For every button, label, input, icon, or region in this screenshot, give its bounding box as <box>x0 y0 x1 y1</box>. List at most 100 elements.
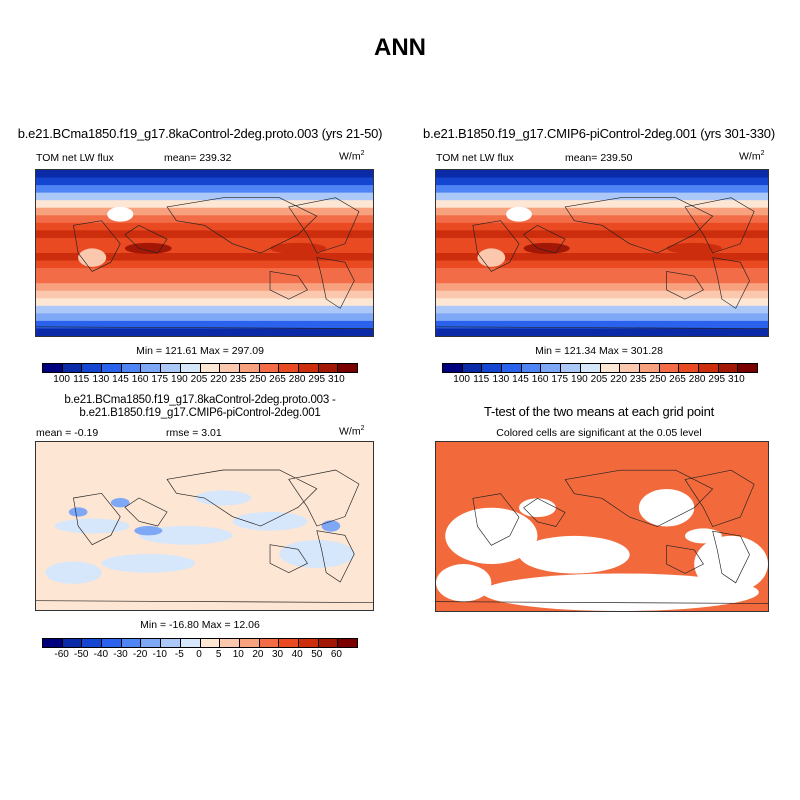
panel2-mean: mean= 239.50 <box>565 152 633 164</box>
panel3-mean: mean = -0.19 <box>36 427 99 439</box>
colorbar-label: 250 <box>249 374 267 385</box>
colorbar-label: 190 <box>171 374 188 385</box>
contour-band <box>436 177 768 186</box>
colorbar-box <box>259 639 280 647</box>
panel3-title: b.e21.BCma1850.f19_g17.8kaControl-2deg.p… <box>64 394 336 419</box>
contour-patch <box>134 526 163 536</box>
colorbar-box <box>620 364 640 372</box>
contour-patch <box>68 507 88 517</box>
contour-band <box>36 290 373 299</box>
colorbar-box <box>279 639 299 647</box>
map-canvas <box>436 170 768 336</box>
colorbar-box <box>62 364 83 372</box>
panel2-units: W/m2 <box>739 150 765 163</box>
contour-band <box>436 170 768 179</box>
colorbar-box <box>561 364 581 372</box>
non-significant-region <box>519 498 556 518</box>
non-significant-region <box>685 528 722 544</box>
colorbar-label: 130 <box>492 374 510 385</box>
contour-patch <box>54 518 130 534</box>
contour-band <box>36 268 373 277</box>
panel2-variable: TOM net LW flux <box>436 152 514 164</box>
contour-patch <box>666 242 722 254</box>
panel1-colorbar <box>42 363 358 373</box>
contour-band <box>36 177 373 186</box>
colorbar-box <box>338 364 357 372</box>
colorbar-box <box>82 639 103 647</box>
colorbar-label: 160 <box>131 374 149 385</box>
contour-band <box>36 237 373 246</box>
panel2-colorbar-labels: 100 115 130 145 160 175 190 205 220 235 250 265 280 2… <box>452 374 766 385</box>
colorbar-box <box>43 364 63 372</box>
colorbar-box <box>180 639 201 647</box>
contour-patch <box>477 248 506 267</box>
colorbar-label: 220 <box>210 374 227 385</box>
colorbar-box <box>62 639 83 647</box>
colorbar-box <box>318 639 339 647</box>
colorbar-label: -5 <box>174 649 184 660</box>
contour-patch <box>506 206 532 222</box>
contour-band <box>436 253 768 262</box>
colorbar-label: 310 <box>728 374 745 385</box>
colorbar-box <box>180 364 201 372</box>
panel1-minmax: Min = 121.61 Max = 297.09 <box>136 345 264 357</box>
colorbar-box <box>279 364 299 372</box>
panel1-map <box>35 169 374 337</box>
colorbar-box <box>541 364 562 372</box>
map-canvas <box>36 170 373 336</box>
colorbar-label: 205 <box>590 374 608 385</box>
colorbar-box <box>698 364 719 372</box>
colorbar-box <box>102 364 122 372</box>
contour-patch <box>101 554 196 573</box>
panel1-colorbar-labels: 100 115 130 145 160 175 190 205 220 235 250 265 280 2… <box>52 374 366 385</box>
colorbar-label: -10 <box>152 649 167 660</box>
colorbar-label: -30 <box>113 649 128 660</box>
panel3-rmse: rmse = 3.01 <box>166 427 222 439</box>
contour-band <box>36 245 373 254</box>
non-significant-region <box>445 507 538 565</box>
contour-band <box>436 185 768 194</box>
contour-band <box>36 275 373 284</box>
colorbar-label: 115 <box>73 374 90 385</box>
coastline <box>436 197 768 329</box>
colorbar-label: 190 <box>571 374 588 385</box>
colorbar-label: 295 <box>308 374 326 385</box>
colorbar-label: 0 <box>196 649 202 660</box>
colorbar-label: 60 <box>330 649 342 660</box>
panel3-colorbar <box>42 638 358 648</box>
contour-patch <box>124 242 172 254</box>
contour-band <box>436 215 768 224</box>
colorbar-box <box>43 639 63 647</box>
contour-patch <box>321 520 341 532</box>
contour-band <box>436 200 768 209</box>
colorbar-box <box>239 364 260 372</box>
coastline <box>36 469 373 603</box>
contour-patch <box>107 206 134 222</box>
colorbar-box <box>220 639 240 647</box>
colorbar-box <box>298 364 319 372</box>
colorbar-label: 265 <box>669 374 686 385</box>
colorbar-label: 100 <box>53 374 70 385</box>
map-canvas <box>436 442 768 611</box>
colorbar-box <box>102 639 122 647</box>
colorbar-box <box>141 639 162 647</box>
colorbar-box <box>443 364 463 372</box>
contour-band <box>36 230 373 239</box>
colorbar-box <box>482 364 503 372</box>
panel4-subtitle: Colored cells are significant at the 0.0… <box>496 427 702 439</box>
colorbar-label: 115 <box>473 374 490 385</box>
contour-band <box>436 268 768 277</box>
colorbar-box <box>121 364 142 372</box>
colorbar-box <box>220 364 240 372</box>
non-significant-region <box>694 535 768 593</box>
colorbar-label: -60 <box>54 649 69 660</box>
contour-patch <box>78 248 107 267</box>
contour-band <box>436 275 768 284</box>
colorbar-label: 160 <box>531 374 549 385</box>
contour-band <box>436 313 768 322</box>
colorbar-label: 10 <box>232 649 244 660</box>
contour-patch <box>270 242 327 254</box>
panel1-title: b.e21.BCma1850.f19_g17.8kaControl-2deg.p… <box>17 126 383 141</box>
contour-band <box>36 328 373 336</box>
contour-band <box>436 283 768 292</box>
